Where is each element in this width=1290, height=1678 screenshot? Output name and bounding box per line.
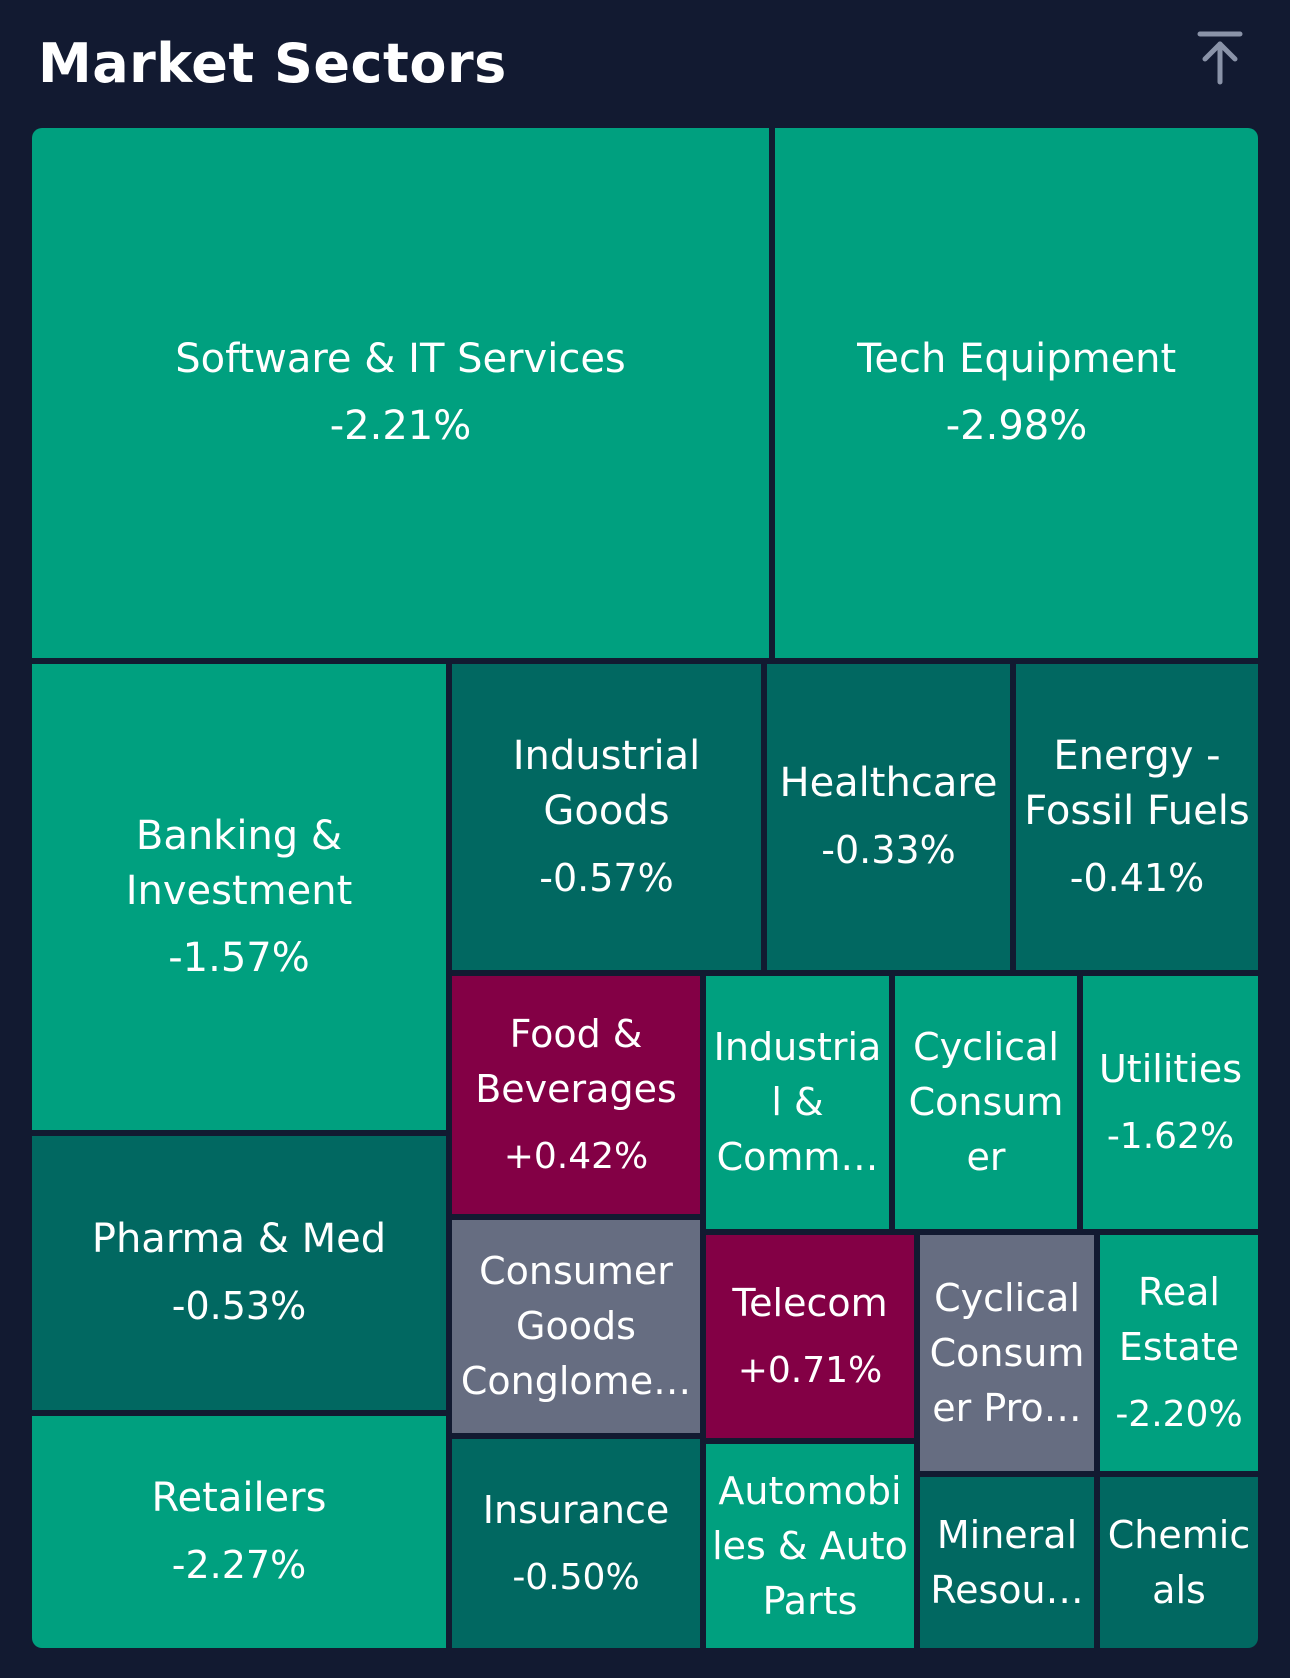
- sector-name: Mineral Resou…: [930, 1512, 1084, 1612]
- scroll-to-top-button[interactable]: [1190, 28, 1250, 88]
- sector-name: Healthcare: [779, 760, 998, 806]
- sector-tile-telecom[interactable]: Telecom +0.71%: [706, 1235, 914, 1438]
- sector-tile-industrial-goods[interactable]: Industrial Goods -0.57%: [452, 664, 761, 970]
- sector-name: Cyclical Consum er: [908, 1025, 1064, 1179]
- sector-change: -0.33%: [821, 828, 956, 872]
- sector-name: Real Estate: [1118, 1269, 1240, 1369]
- sector-tile-healthcare[interactable]: Healthcare -0.33%: [767, 664, 1010, 970]
- sector-tile-software-it-services[interactable]: Software & IT Services -2.21%: [32, 128, 769, 658]
- sector-change: -2.21%: [329, 403, 472, 449]
- sector-tile-energy-fossil-fuels[interactable]: Energy - Fossil Fuels -0.41%: [1016, 664, 1258, 970]
- sector-change: -1.57%: [168, 934, 310, 981]
- sector-tile-cyclical-consumer[interactable]: Cyclical Consum er: [895, 976, 1077, 1229]
- sector-tile-tech-equipment[interactable]: Tech Equipment -2.98%: [775, 128, 1258, 658]
- sector-name: Retailers: [151, 1475, 327, 1521]
- sector-tile-banking-investment[interactable]: Banking & Investment -1.57%: [32, 664, 446, 1130]
- sector-treemap: Software & IT Services -2.21% Tech Equip…: [32, 128, 1258, 1648]
- sector-change: -1.62%: [1106, 1115, 1235, 1157]
- sector-name: Food & Beverages: [475, 1011, 677, 1111]
- sector-tile-utilities[interactable]: Utilities -1.62%: [1083, 976, 1258, 1229]
- sector-name: Industria l & Comm…: [713, 1025, 882, 1179]
- sector-change: +0.71%: [737, 1349, 883, 1391]
- sector-tile-food-beverages[interactable]: Food & Beverages +0.42%: [452, 976, 700, 1214]
- sector-name: Insurance: [482, 1487, 670, 1532]
- arrow-up-to-top-icon: [1197, 31, 1243, 85]
- sector-change: -0.41%: [1069, 855, 1205, 900]
- sector-name: Automobi les & Auto Parts: [712, 1468, 908, 1623]
- sector-name: Chemic als: [1107, 1512, 1251, 1612]
- sector-name: Telecom: [732, 1280, 888, 1325]
- sector-change: -2.27%: [171, 1543, 307, 1587]
- sector-tile-consumer-goods-conglomerates[interactable]: Consumer Goods Conglome…: [452, 1220, 700, 1433]
- sector-change: -0.57%: [539, 855, 674, 900]
- sector-change: -0.53%: [171, 1284, 307, 1328]
- sector-name: Energy - Fossil Fuels: [1024, 732, 1250, 834]
- sector-name: Utilities: [1098, 1046, 1243, 1091]
- sector-name: Consumer Goods Conglome…: [460, 1249, 692, 1403]
- sector-name: Tech Equipment: [856, 336, 1177, 382]
- sector-name: Industrial Goods: [512, 732, 701, 834]
- sector-tile-real-estate[interactable]: Real Estate -2.20%: [1100, 1235, 1258, 1471]
- sector-tile-chemicals[interactable]: Chemic als: [1100, 1477, 1258, 1648]
- sector-change: +0.42%: [503, 1135, 649, 1177]
- sector-name: Banking & Investment: [125, 812, 353, 914]
- sector-tile-insurance[interactable]: Insurance -0.50%: [452, 1439, 700, 1648]
- page-title: Market Sectors: [38, 32, 507, 95]
- sector-name: Pharma & Med: [91, 1216, 387, 1262]
- sector-change: -2.98%: [945, 403, 1088, 449]
- sector-change: -2.20%: [1115, 1393, 1243, 1435]
- sector-name: Software & IT Services: [175, 336, 626, 382]
- sector-tile-cyclical-consumer-products[interactable]: Cyclical Consum er Pro…: [920, 1235, 1094, 1471]
- sector-tile-retailers[interactable]: Retailers -2.27%: [32, 1416, 446, 1648]
- sector-tile-pharma-med[interactable]: Pharma & Med -0.53%: [32, 1136, 446, 1410]
- sector-tile-mineral-resources[interactable]: Mineral Resou…: [920, 1477, 1094, 1648]
- sector-name: Cyclical Consum er Pro…: [929, 1275, 1085, 1430]
- sector-tile-industrial-commercial[interactable]: Industria l & Comm…: [706, 976, 889, 1229]
- sector-tile-automobiles-auto-parts[interactable]: Automobi les & Auto Parts: [706, 1444, 914, 1648]
- sector-change: -0.50%: [512, 1556, 640, 1598]
